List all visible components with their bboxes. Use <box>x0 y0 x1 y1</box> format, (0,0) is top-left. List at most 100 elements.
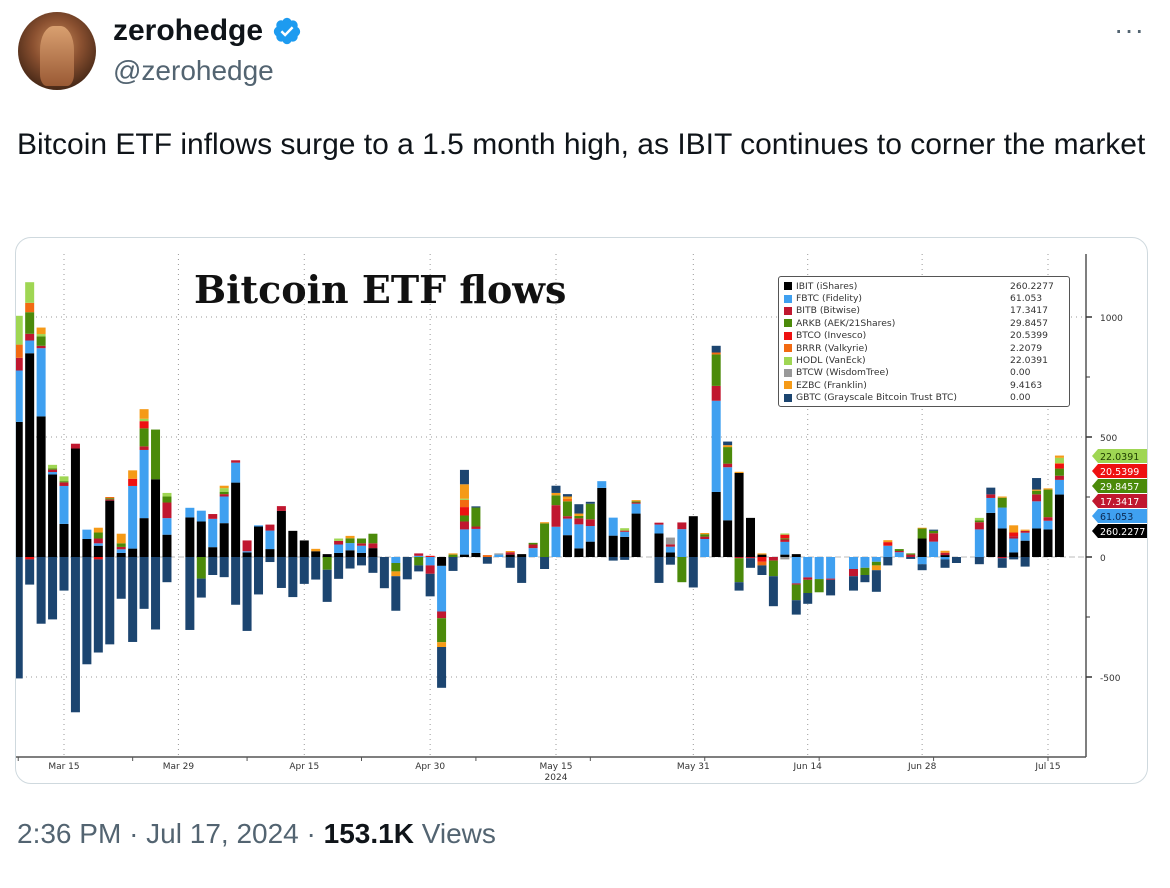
legend-value: 0.00 <box>1010 367 1031 379</box>
bar-segment-btco <box>780 534 790 539</box>
chart-image[interactable]: 1000 500 0 -500 Mar 15 Mar 29 Apr 15 Apr 30 May … <box>15 237 1148 784</box>
avatar[interactable] <box>18 12 96 90</box>
value-tag-label: 22.0391 <box>1100 452 1139 463</box>
bar-segment-bitb <box>997 557 1007 559</box>
author-handle[interactable]: @zerohedge <box>113 55 274 86</box>
bar-segment-bitb <box>791 583 801 585</box>
bar-segment-arkb <box>151 429 161 480</box>
bar-segment-fbtc <box>551 526 561 557</box>
bar-segment-arkb <box>551 495 561 506</box>
tweet-date[interactable]: Jul 17, 2024 <box>146 818 299 849</box>
bar-segment-arkb <box>723 447 733 464</box>
bar-segment-fbtc <box>940 557 950 560</box>
bar-segment-gbtc <box>459 469 469 485</box>
bar-segment-gbtc <box>1020 557 1030 567</box>
bar-segment-arkb <box>734 558 744 583</box>
bar-segment-ezbc <box>940 550 950 553</box>
bar-segment-fbtc <box>620 531 630 537</box>
bar-segment-bitb <box>16 357 23 371</box>
bar-segment-bitb <box>528 544 538 549</box>
bar-segment-fbtc <box>929 541 939 557</box>
author-name[interactable]: zerohedge <box>113 14 264 47</box>
bar-segment-ibit <box>196 521 206 557</box>
value-tag-bg <box>1092 449 1147 463</box>
bar-segment-arkb <box>917 528 927 539</box>
avatar-photo <box>40 26 74 86</box>
bar-segment-fbtc <box>1009 538 1019 553</box>
bar-segment-hodl <box>219 488 229 492</box>
legend-value: 20.5399 <box>1010 330 1048 342</box>
x-tick-label: May 31 <box>677 762 710 772</box>
bar-segment-arkb <box>860 567 870 575</box>
bar-segment-ezbc <box>1020 529 1030 531</box>
more-horizontal-icon[interactable]: ··· <box>1114 14 1145 45</box>
bar-segment-bitb <box>265 524 275 531</box>
bar-segment-btco <box>139 421 149 429</box>
legend-label: IBIT (iShares) <box>796 280 858 292</box>
bar-segment-ezbc <box>93 527 103 533</box>
bar-segment-gbtc <box>288 557 298 598</box>
legend-item: EZBC (Franklin) 9.4163 <box>784 379 1064 391</box>
bar-segment-arkb <box>116 543 126 547</box>
bar-segment-btco <box>25 557 35 560</box>
bar-segment-ibit <box>562 535 572 557</box>
bar-segment-fbtc <box>723 467 733 521</box>
bar-segment-fbtc <box>826 557 836 579</box>
bar-segment-arkb <box>974 520 984 523</box>
bar-segment-gbtc <box>1009 557 1019 560</box>
bar-segment-arkb <box>414 557 424 566</box>
bar-segment-ibit <box>276 510 286 557</box>
x-tick-label: Apr 15 <box>289 762 319 772</box>
bar-segment-ibit <box>322 554 332 557</box>
bar-segment-gbtc <box>402 557 412 580</box>
bar-segment-ezbc <box>1054 455 1064 458</box>
legend-value: 0.00 <box>1010 392 1031 404</box>
bar-segment-gbtc <box>517 557 527 583</box>
bar-segment-fbtc <box>437 565 447 612</box>
bar-segment-arkb <box>345 538 355 544</box>
bar-segment-hodl <box>1054 457 1064 464</box>
bar-segment-ibit <box>940 555 950 557</box>
bar-segment-gbtc <box>540 557 550 569</box>
bar-segment-fbtc <box>128 485 138 549</box>
tweet-time[interactable]: 2:36 PM <box>17 818 122 849</box>
bar-segment-ibit <box>116 552 126 557</box>
tweet-text: Bitcoin ETF inflows surge to a 1.5 month… <box>17 128 1146 161</box>
bar-segment-ibit <box>151 479 161 557</box>
bar-segment-arkb <box>711 354 721 386</box>
bar-segment-btcw <box>780 557 790 560</box>
bar-segment-bitb <box>711 385 721 401</box>
bar-segment-gbtc <box>974 557 984 565</box>
bar-segment-arkb <box>322 557 332 570</box>
bar-segment-arkb <box>1054 468 1064 476</box>
bar-segment-fbtc <box>1020 532 1030 541</box>
bar-segment-gbtc <box>883 557 893 566</box>
bar-segment-btco <box>757 557 767 562</box>
bar-segment-fbtc <box>1032 501 1042 529</box>
bar-segment-bitb <box>208 514 218 519</box>
bar-segment-bitb <box>700 536 710 539</box>
value-tag-label: 17.3417 <box>1100 497 1139 508</box>
bar-segment-gbtc <box>299 557 309 584</box>
separator: · <box>129 818 139 849</box>
bar-segment-arkb <box>574 515 584 519</box>
bar-segment-fbtc <box>654 524 664 534</box>
bar-segment-ibit <box>585 541 595 557</box>
bar-segment-bitb <box>780 539 790 542</box>
legend-item: BRRR (Valkyrie) 2.2079 <box>784 342 1064 354</box>
bar-segment-ibit <box>311 551 321 557</box>
bar-segment-fbtc <box>356 545 366 553</box>
bar-segment-arkb <box>36 336 46 346</box>
bar-segment-gbtc <box>505 557 515 568</box>
bar-segment-ezbc <box>505 551 515 553</box>
bar-segment-bitb <box>826 578 836 580</box>
bar-segment-gbtc <box>82 557 92 665</box>
bar-segment-gbtc <box>254 557 264 595</box>
bar-segment-fbtc <box>700 539 710 557</box>
bar-segment-ibit <box>665 552 675 557</box>
bar-segment-ezbc <box>345 535 355 539</box>
bar-segment-ibit <box>734 473 744 557</box>
bar-segment-gbtc <box>139 557 149 609</box>
legend-label: EZBC (Franklin) <box>796 379 867 391</box>
bar-segment-arkb <box>791 584 801 601</box>
